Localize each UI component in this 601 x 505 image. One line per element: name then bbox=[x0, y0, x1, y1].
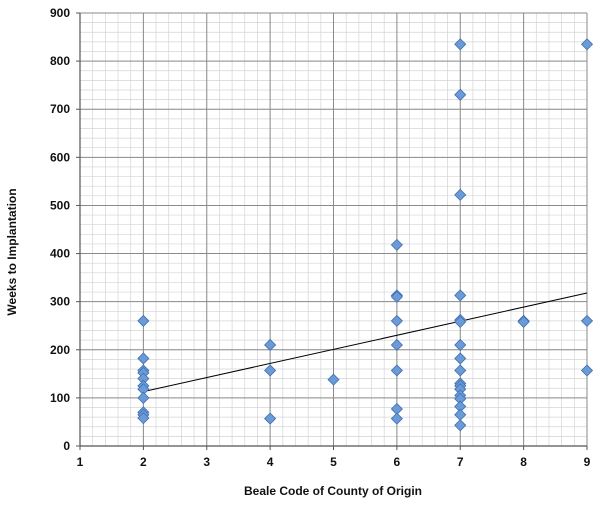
y-tick-label: 200 bbox=[50, 343, 70, 357]
data-point bbox=[137, 352, 150, 365]
x-tick-label: 1 bbox=[77, 455, 84, 469]
y-tick-label: 0 bbox=[63, 439, 70, 453]
data-point bbox=[137, 314, 150, 327]
data-point bbox=[580, 38, 594, 51]
data-point bbox=[454, 188, 467, 201]
data-point bbox=[264, 364, 277, 377]
trendline bbox=[143, 292, 588, 393]
x-axis-title: Beale Code of County of Origin bbox=[244, 484, 422, 498]
y-tick-label: 500 bbox=[50, 198, 70, 212]
y-tick-label: 300 bbox=[50, 295, 70, 309]
data-point bbox=[390, 364, 403, 377]
x-tick-label: 5 bbox=[330, 455, 337, 469]
data-point bbox=[454, 352, 467, 365]
data-point bbox=[580, 314, 594, 327]
trendline-group bbox=[143, 292, 588, 393]
data-point bbox=[327, 373, 340, 386]
x-tick-label: 4 bbox=[267, 455, 274, 469]
data-point bbox=[264, 412, 277, 425]
x-tick-label: 6 bbox=[394, 455, 401, 469]
data-point bbox=[137, 412, 150, 425]
y-tick-labels: 0 100 200 300 400 500 600 700 800 900 bbox=[50, 6, 70, 453]
y-axis-title: Weeks to Implantation bbox=[5, 188, 19, 315]
data-point bbox=[517, 315, 530, 328]
data-point bbox=[454, 419, 467, 432]
x-tick-label: 9 bbox=[584, 455, 591, 469]
data-point bbox=[264, 338, 277, 352]
x-tick-label: 8 bbox=[520, 455, 527, 469]
data-point bbox=[454, 408, 467, 421]
data-point bbox=[454, 315, 467, 328]
x-tick-label: 7 bbox=[457, 455, 464, 469]
y-tick-label: 900 bbox=[50, 6, 70, 20]
y-tick-label: 700 bbox=[50, 102, 70, 116]
data-point bbox=[454, 38, 467, 51]
data-point bbox=[390, 238, 403, 251]
x-tick-labels: 1 2 3 4 5 6 7 8 9 bbox=[77, 455, 591, 469]
data-point bbox=[390, 412, 403, 425]
data-point bbox=[454, 289, 467, 302]
x-tick-label: 2 bbox=[140, 455, 147, 469]
data-point bbox=[390, 338, 403, 352]
data-point bbox=[580, 364, 594, 377]
data-point bbox=[390, 290, 403, 303]
data-point bbox=[454, 88, 467, 101]
x-tick-label: 3 bbox=[203, 455, 210, 469]
y-tick-label: 100 bbox=[50, 391, 70, 405]
axes bbox=[76, 12, 588, 450]
data-point bbox=[454, 364, 467, 377]
y-tick-label: 400 bbox=[50, 247, 70, 261]
data-point bbox=[454, 338, 467, 352]
y-tick-label: 600 bbox=[50, 150, 70, 164]
data-point bbox=[137, 391, 150, 404]
data-points bbox=[137, 38, 594, 432]
data-point bbox=[390, 314, 403, 327]
y-tick-label: 800 bbox=[50, 54, 70, 68]
